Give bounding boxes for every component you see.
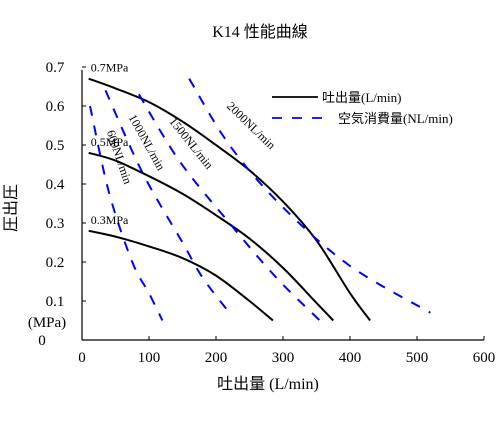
x-tick-label: 500: [406, 350, 429, 366]
series-label-0-5mpa: 0.5MPa: [91, 135, 129, 149]
series-line-0-3mpa: [88, 229, 274, 322]
series-label-600nl-min: 600NL/min: [104, 128, 135, 186]
x-tick-label: 200: [205, 350, 228, 366]
chart-title: K14 性能曲線: [212, 23, 308, 41]
series-label-0-3mpa: 0.3MPa: [91, 213, 129, 227]
legend-label-discharge: 吐出量(L/min): [322, 90, 401, 105]
x-ticks: 0 100 200 300 400 500 600: [78, 336, 495, 366]
y-tick-label: 0: [38, 333, 46, 349]
plot-lines: [88, 77, 431, 322]
series-labels: 0.7MPa 0.5MPa 0.3MPa 2000NL/min1500NL/min10…: [91, 61, 279, 227]
x-tick-label: 0: [78, 350, 86, 366]
series-line-1500nl-min: [138, 93, 321, 322]
x-tick-label: 600: [473, 350, 496, 366]
series-line-600nl-min: [89, 105, 164, 321]
y-tick-label: 0.6: [46, 99, 65, 115]
series-line-0-5mpa: [88, 151, 335, 322]
y-tick-label: 0.4: [46, 177, 65, 193]
y-tick-label: 0.7: [46, 60, 65, 76]
x-tick-label: 300: [272, 350, 295, 366]
x-tick-label: 400: [339, 350, 362, 366]
x-axis-title: 吐出量 (L/min): [217, 375, 319, 393]
series-label-0-7mpa: 0.7MPa: [91, 61, 129, 75]
x-tick-label: 100: [138, 350, 161, 366]
y-ticks: 0 0.1 0.2 0.3 0.4 0.5 0.6 0.7: [38, 60, 86, 349]
y-axis-title: 圧出圧: [2, 184, 20, 232]
series-label-1500nl-min: 1500NL/min: [166, 115, 216, 172]
series-label-1000nl-min: 1000NL/min: [126, 112, 168, 173]
y-tick-label: 0.3: [46, 216, 65, 232]
series-line-1000nl-min: [104, 89, 231, 314]
series-label-2000nl-min: 2000NL/min: [224, 99, 278, 152]
y-axis-unit: (MPa): [28, 315, 66, 331]
legend-label-air: 空気消費量(NL/min): [338, 111, 453, 126]
series-line-2000nl-min: [188, 78, 431, 314]
series-line-0-7mpa: [88, 77, 371, 322]
y-tick-label: 0.5: [46, 138, 65, 154]
y-tick-label: 0.1: [46, 294, 65, 310]
legend: 吐出量(L/min) 空気消費量(NL/min): [272, 90, 453, 126]
y-tick-label: 0.2: [46, 255, 65, 271]
